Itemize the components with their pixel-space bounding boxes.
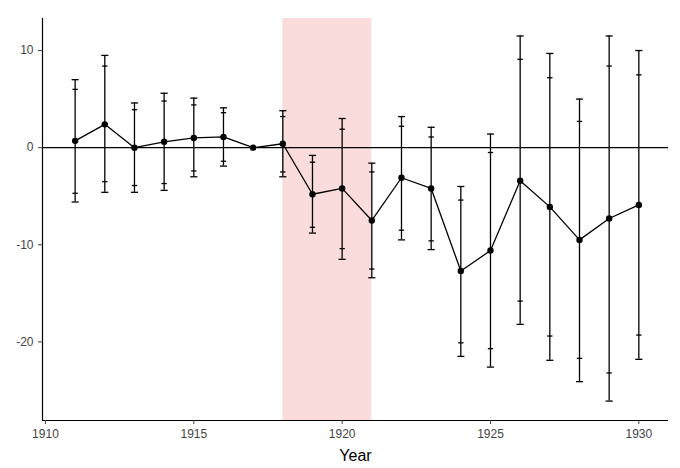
svg-text:10: 10: [20, 43, 34, 57]
svg-text:1925: 1925: [477, 427, 504, 441]
svg-text:Year: Year: [339, 447, 372, 464]
svg-text:1910: 1910: [32, 427, 59, 441]
svg-text:-20: -20: [16, 335, 34, 349]
svg-text:1915: 1915: [180, 427, 207, 441]
svg-text:1930: 1930: [625, 427, 652, 441]
svg-text:0: 0: [27, 140, 34, 154]
svg-text:1920: 1920: [329, 427, 356, 441]
svg-text:-10: -10: [16, 238, 34, 252]
